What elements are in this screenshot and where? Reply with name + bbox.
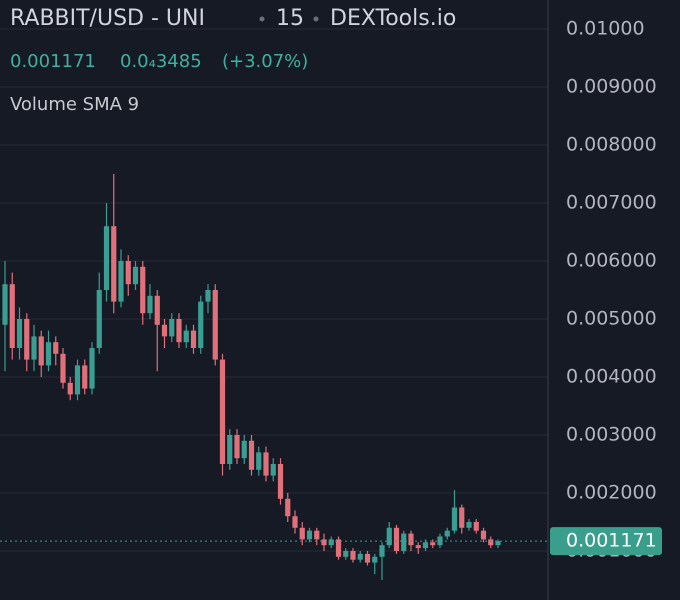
candle-body	[343, 550, 349, 557]
candle-body	[248, 440, 255, 470]
candle-body	[103, 226, 110, 290]
candle-body	[31, 336, 37, 360]
candle-body	[401, 533, 407, 551]
candle-body	[227, 434, 233, 464]
change: 0.0₄3485	[120, 51, 202, 72]
candle-body	[372, 556, 378, 563]
candle-body	[190, 330, 197, 348]
price-axis: 0.0010000.0020000.0030000.0040000.005000…	[550, 17, 662, 561]
candle-body	[321, 539, 327, 546]
candle-body	[2, 284, 8, 325]
candle-body	[292, 516, 298, 528]
candle-body	[60, 353, 66, 383]
candle-body	[82, 365, 88, 389]
candle-body	[53, 342, 59, 354]
candle-body	[444, 530, 450, 537]
candle-body	[328, 539, 334, 546]
candle-body	[96, 289, 102, 348]
candle-body	[335, 539, 342, 557]
candle-body	[9, 284, 15, 348]
candle-body	[219, 359, 226, 464]
separator-dot	[313, 16, 319, 22]
candle-body	[234, 434, 240, 459]
candle-body	[256, 452, 262, 470]
candle-body	[357, 553, 363, 560]
candle-body	[350, 550, 356, 560]
symbol: RABBIT/USD - UNI	[10, 6, 205, 31]
candle-body	[422, 542, 429, 549]
candle-body	[473, 521, 479, 531]
candle-body	[16, 318, 23, 348]
candle-body	[89, 347, 95, 389]
candle-body	[38, 336, 44, 366]
candle-body	[488, 539, 494, 546]
candle-body	[45, 342, 52, 366]
candle-body	[169, 318, 175, 337]
candle-body	[314, 530, 320, 540]
y-tick-label: 0.007000	[566, 191, 657, 213]
candle-body	[415, 545, 421, 549]
y-tick-label: 0.009000	[566, 75, 657, 97]
candle-body	[386, 527, 392, 546]
source: DEXTools.io	[330, 6, 456, 31]
candle-body	[364, 553, 371, 563]
candles	[0, 173, 548, 580]
candle-body	[299, 527, 305, 540]
candle-body	[132, 266, 139, 285]
candle-body	[263, 452, 269, 476]
candle-body	[176, 318, 182, 343]
candle-body	[430, 542, 436, 546]
candle-body	[495, 541, 501, 546]
candle-body	[459, 507, 465, 528]
candle-body	[161, 324, 168, 337]
last-price-label: 0.001171	[566, 530, 657, 552]
candle-body	[379, 545, 385, 557]
y-tick-label: 0.002000	[566, 481, 657, 503]
y-tick-label: 0.003000	[566, 423, 657, 445]
candle-body	[198, 301, 204, 348]
y-tick-label: 0.005000	[566, 307, 657, 329]
candle-body	[480, 530, 487, 540]
y-tick-label: 0.008000	[566, 133, 657, 155]
candle-body	[393, 527, 400, 551]
candle-body	[67, 382, 73, 395]
last-price-badge	[550, 527, 662, 556]
candle-body	[205, 289, 211, 302]
y-tick-label: 0.01000	[566, 17, 645, 39]
candle-body	[74, 365, 81, 395]
grid	[0, 28, 548, 552]
candle-body	[147, 295, 153, 314]
candle-body	[118, 260, 124, 302]
candle-body	[125, 260, 131, 285]
candle-body	[111, 226, 117, 302]
candle-body	[212, 289, 218, 360]
candle-body	[154, 295, 160, 325]
candle-body	[270, 463, 276, 476]
last-price: 0.001171	[10, 51, 96, 72]
candle-body	[183, 330, 189, 343]
separator-dot	[259, 16, 265, 22]
candle-body	[241, 440, 247, 459]
interval: 15	[276, 6, 304, 31]
candle-body	[306, 530, 313, 540]
candle-body	[285, 498, 291, 517]
candle-body	[140, 266, 146, 314]
candle-body	[24, 318, 30, 360]
y-tick-label: 0.006000	[566, 249, 657, 271]
candle-body	[466, 521, 472, 528]
y-tick-label: 0.004000	[566, 365, 657, 387]
indicator: Volume SMA 9	[10, 94, 139, 115]
candle-body	[408, 533, 414, 546]
change-percent: (+3.07%)	[222, 51, 308, 72]
candle-body	[451, 507, 458, 531]
candle-body	[277, 463, 284, 499]
